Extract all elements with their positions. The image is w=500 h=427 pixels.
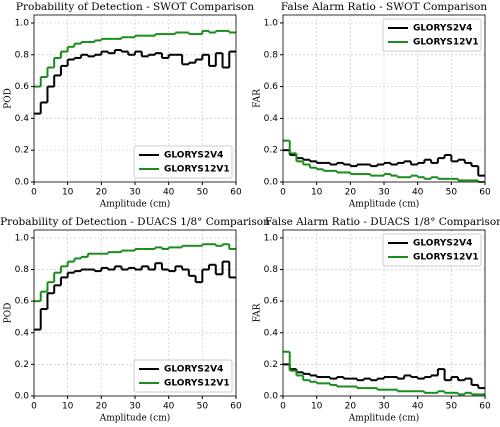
y-tick-label: 0.0: [15, 392, 30, 402]
legend-label: GLORYS12V1: [413, 253, 479, 263]
y-tick-label: 0.2: [264, 360, 278, 370]
y-tick-label: 0.4: [264, 328, 279, 338]
x-tick-label: 60: [230, 402, 242, 412]
x-axis-label: Amplitude (cm): [99, 413, 171, 424]
x-axis-label: Amplitude (cm): [348, 413, 420, 424]
x-tick-label: 50: [197, 188, 209, 198]
x-tick-label: 10: [311, 188, 323, 198]
y-tick-label: 0.0: [264, 178, 279, 188]
chart-title: Probability of Detection - DUACS 1/8° Co…: [0, 216, 270, 228]
x-tick-label: 20: [96, 402, 108, 412]
x-tick-label: 40: [163, 188, 175, 198]
legend-label: GLORYS2V4: [164, 151, 223, 161]
x-tick-label: 20: [345, 402, 357, 412]
x-tick-label: 60: [479, 188, 491, 198]
y-tick-label: 1.0: [15, 18, 30, 28]
y-tick-label: 0.2: [15, 146, 29, 156]
x-tick-label: 40: [163, 402, 175, 412]
y-axis-label: FAR: [253, 89, 263, 108]
x-tick-label: 40: [412, 402, 424, 412]
y-tick-label: 1.0: [15, 233, 30, 243]
plot-frame: [282, 229, 486, 397]
x-axis-label: Amplitude (cm): [348, 199, 420, 210]
x-tick-label: 60: [479, 402, 491, 412]
legend-label: GLORYS2V4: [164, 365, 223, 375]
plot-frame: [33, 14, 237, 183]
y-axis-label: POD: [4, 303, 14, 324]
y-tick-label: 1.0: [264, 18, 279, 28]
x-tick-label: 50: [197, 402, 209, 412]
x-tick-label: 0: [280, 402, 286, 412]
y-axis-label: FAR: [253, 303, 263, 322]
x-tick-label: 10: [62, 188, 74, 198]
x-axis-label: Amplitude (cm): [99, 199, 171, 210]
chart-title: Probability of Detection - SWOT Comparis…: [16, 1, 254, 13]
y-tick-label: 0.8: [15, 265, 30, 275]
y-tick-label: 0.8: [15, 50, 30, 60]
x-tick-label: 30: [378, 188, 390, 198]
legend-label: GLORYS12V1: [164, 165, 230, 175]
legend-label: GLORYS2V4: [413, 24, 472, 34]
x-tick-label: 0: [31, 402, 37, 412]
y-tick-label: 0.6: [15, 82, 30, 92]
x-tick-label: 30: [129, 188, 141, 198]
legend-label: GLORYS12V1: [164, 379, 230, 389]
chart-title: False Alarm Ratio - SWOT Comparison: [281, 1, 487, 13]
x-tick-label: 50: [446, 402, 458, 412]
y-tick-label: 0.6: [264, 82, 279, 92]
plot-frame: [33, 229, 237, 397]
x-tick-label: 40: [412, 188, 424, 198]
x-tick-label: 0: [31, 188, 37, 198]
y-tick-label: 0.4: [15, 328, 30, 338]
x-tick-label: 10: [62, 402, 74, 412]
y-tick-label: 0.2: [264, 146, 278, 156]
x-tick-label: 20: [345, 188, 357, 198]
y-tick-label: 0.6: [15, 297, 30, 307]
x-tick-label: 20: [96, 188, 108, 198]
plot-frame: [282, 14, 486, 183]
y-tick-label: 0.0: [264, 392, 279, 402]
y-tick-label: 0.8: [264, 265, 279, 275]
x-tick-label: 50: [446, 188, 458, 198]
y-axis-label: POD: [4, 88, 14, 109]
y-tick-label: 0.8: [264, 50, 279, 60]
y-tick-label: 0.2: [15, 360, 29, 370]
y-tick-label: 1.0: [264, 233, 279, 243]
x-tick-label: 0: [280, 188, 286, 198]
x-tick-label: 60: [230, 188, 242, 198]
x-tick-label: 30: [129, 402, 141, 412]
x-tick-label: 30: [378, 402, 390, 412]
y-tick-label: 0.6: [264, 297, 279, 307]
chart-title: False Alarm Ratio - DUACS 1/8° Compariso…: [265, 216, 500, 228]
legend-label: GLORYS12V1: [413, 38, 479, 48]
y-tick-label: 0.4: [264, 114, 279, 124]
legend-label: GLORYS2V4: [413, 239, 472, 249]
y-tick-label: 0.4: [15, 114, 30, 124]
y-tick-label: 0.0: [15, 178, 30, 188]
x-tick-label: 10: [311, 402, 323, 412]
